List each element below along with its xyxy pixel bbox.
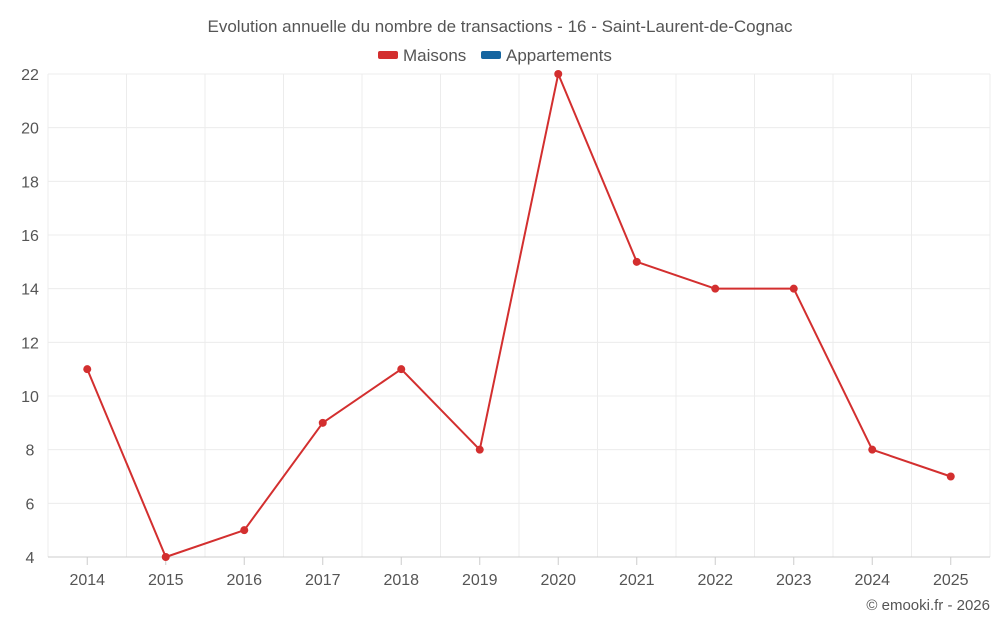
legend-item-maisons[interactable]: Maisons	[378, 46, 466, 65]
legend-item-appartements[interactable]: Appartements	[481, 46, 612, 65]
credit-text: © emooki.fr - 2026	[866, 597, 990, 614]
x-tick-label: 2015	[148, 572, 184, 589]
data-point-maisons[interactable]	[946, 472, 955, 481]
y-tick-label: 20	[21, 121, 39, 138]
grid	[47, 73, 991, 557]
y-tick-label: 6	[26, 496, 35, 513]
data-point-maisons[interactable]	[711, 284, 720, 293]
legend-label-appartements: Appartements	[506, 46, 612, 65]
x-tick-label: 2023	[776, 572, 812, 589]
y-tick-label: 16	[21, 228, 39, 245]
x-tick-label: 2017	[305, 572, 341, 589]
x-tick-label: 2019	[462, 572, 498, 589]
chart-title: Evolution annuelle du nombre de transact…	[208, 17, 793, 36]
legend: Maisons Appartements	[378, 46, 612, 65]
x-tick-label: 2021	[619, 572, 655, 589]
x-tick-label: 2020	[540, 572, 576, 589]
x-tick-label: 2018	[383, 572, 419, 589]
data-point-maisons[interactable]	[868, 445, 877, 454]
y-tick-label: 4	[26, 550, 35, 567]
data-point-maisons[interactable]	[397, 365, 406, 374]
data-point-maisons[interactable]	[789, 284, 798, 293]
x-tick-label: 2025	[933, 572, 969, 589]
series-maisons	[83, 70, 955, 561]
data-point-maisons[interactable]	[83, 365, 92, 374]
x-tick-label: 2016	[226, 572, 262, 589]
y-tick-label: 22	[21, 67, 39, 84]
y-tick-label: 18	[21, 174, 39, 191]
data-point-maisons[interactable]	[632, 257, 641, 266]
y-tick-label: 14	[21, 282, 39, 299]
y-tick-label: 8	[26, 443, 35, 460]
y-tick-label: 12	[21, 335, 39, 352]
legend-label-maisons: Maisons	[403, 46, 466, 65]
data-point-maisons[interactable]	[240, 526, 249, 535]
legend-swatch-maisons	[378, 51, 398, 59]
x-tick-label: 2024	[854, 572, 890, 589]
data-point-maisons[interactable]	[475, 445, 484, 454]
x-tick-label: 2014	[69, 572, 105, 589]
data-point-maisons[interactable]	[318, 418, 327, 427]
data-point-maisons[interactable]	[161, 553, 170, 561]
y-tick-label: 10	[21, 389, 39, 406]
x-tick-label: 2022	[697, 572, 733, 589]
data-point-maisons[interactable]	[554, 70, 563, 78]
series-line-maisons	[86, 73, 952, 558]
legend-swatch-appartements	[481, 51, 501, 59]
